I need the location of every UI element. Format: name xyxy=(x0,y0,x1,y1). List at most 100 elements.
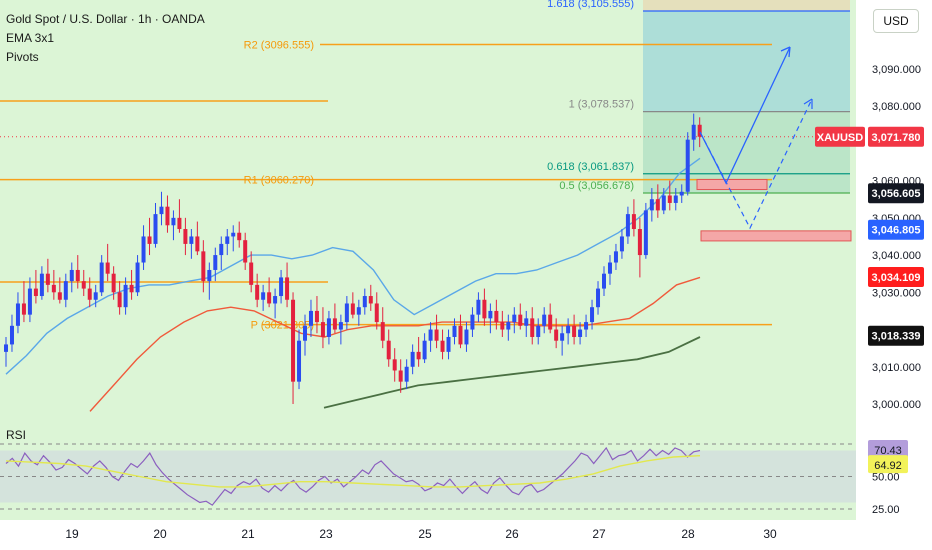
candle-body xyxy=(291,299,296,382)
candle-body xyxy=(320,322,325,337)
projection-path-dashed xyxy=(699,98,813,230)
candle-body xyxy=(303,325,307,341)
candle-body xyxy=(374,303,379,323)
candle-body xyxy=(590,307,595,323)
candle-body xyxy=(422,340,427,360)
candle-body xyxy=(524,318,529,326)
candle-body xyxy=(685,139,690,192)
price-scale-panel xyxy=(856,0,932,520)
chart-title: Gold Spot / U.S. Dollar · 1h · OANDA xyxy=(6,12,205,26)
price-label-text: 3,056.605 xyxy=(872,188,921,200)
candle-body xyxy=(201,251,206,282)
candle-body xyxy=(488,310,493,319)
x-tick-label: 21 xyxy=(241,527,255,541)
candle-body xyxy=(667,195,672,203)
candle-body xyxy=(344,303,349,323)
candle-body xyxy=(21,303,26,315)
candle-body xyxy=(673,195,678,203)
candle-body xyxy=(380,322,385,341)
ema-slow-line xyxy=(323,336,701,409)
time-scale-panel xyxy=(0,520,932,550)
candle-body xyxy=(57,292,62,300)
projection-arrowhead xyxy=(780,46,791,58)
rsi-ma-value-text: 64.92 xyxy=(874,460,902,472)
candle-body xyxy=(219,243,224,256)
candle-body xyxy=(584,322,589,330)
candle-body xyxy=(679,191,684,196)
y-tick-label: 3,010.000 xyxy=(872,362,921,374)
candle-body xyxy=(75,269,80,282)
candle-body xyxy=(470,314,475,330)
symbol-tag xyxy=(815,126,865,147)
candle-body xyxy=(560,333,565,341)
candle-body xyxy=(314,310,319,323)
zone-box xyxy=(700,230,852,242)
candle-body xyxy=(362,296,367,308)
candle-body xyxy=(625,214,630,237)
candle-body xyxy=(249,262,254,285)
candle-body xyxy=(237,232,242,241)
candle-body xyxy=(637,229,642,256)
currency-button[interactable]: USD xyxy=(873,9,919,33)
candle-body xyxy=(243,240,248,263)
candle-body xyxy=(512,314,517,323)
candle-body xyxy=(165,206,170,226)
price-label-tag xyxy=(868,219,924,240)
pivot-label: P (3021.305) xyxy=(251,320,314,332)
candle-body xyxy=(225,236,230,244)
candle-body xyxy=(69,269,74,282)
rsi-ma-line xyxy=(5,455,701,488)
candle-body xyxy=(159,206,164,215)
candle-body xyxy=(464,329,469,345)
y-tick-label: 3,000.000 xyxy=(872,399,921,411)
candle-body xyxy=(530,318,535,337)
candle-body xyxy=(105,262,110,274)
candle-body xyxy=(506,322,511,330)
candle-body xyxy=(297,340,302,382)
candle-body xyxy=(285,277,290,300)
candle-body xyxy=(458,325,463,345)
candle-body xyxy=(9,325,14,345)
candle-body xyxy=(39,273,44,297)
candle-body xyxy=(129,284,134,293)
candle-body xyxy=(45,273,50,285)
candle-body xyxy=(410,351,415,367)
candle-body xyxy=(386,340,391,360)
candle-body xyxy=(613,251,618,263)
price-label-text: 3,018.339 xyxy=(872,331,921,343)
candle-body xyxy=(183,229,188,244)
candle-body xyxy=(404,366,409,382)
rsi-ma-value-tag xyxy=(868,455,908,474)
candle-body xyxy=(93,292,98,300)
candle-body xyxy=(494,310,499,323)
candle-body xyxy=(356,307,361,315)
candle-body xyxy=(111,273,116,293)
ema-fast-line xyxy=(5,157,701,375)
candle-body xyxy=(578,329,583,337)
x-tick-label: 25 xyxy=(418,527,432,541)
candle-body xyxy=(189,236,194,244)
price-label-tag xyxy=(868,267,924,288)
candle-body xyxy=(554,329,559,341)
y-tick-label: 3,030.000 xyxy=(872,287,921,299)
candle-body xyxy=(649,199,654,211)
fib-zone-top xyxy=(643,0,850,11)
candle-body xyxy=(518,314,523,326)
candle-body xyxy=(63,281,68,300)
fib-label: 1 (3,078.537) xyxy=(569,99,634,111)
candle-body xyxy=(279,277,284,297)
indicator-ema: EMA 3x1 xyxy=(6,31,55,45)
candle-body xyxy=(452,325,457,337)
x-tick-label: 26 xyxy=(505,527,519,541)
candle-body xyxy=(195,236,200,252)
candle-body xyxy=(87,288,92,300)
candle-body xyxy=(141,236,146,263)
x-tick-label: 23 xyxy=(319,527,333,541)
candle-body xyxy=(231,232,236,237)
candle-body xyxy=(177,217,182,230)
candle-body xyxy=(326,318,331,337)
candle-body xyxy=(697,124,702,137)
candle-body xyxy=(440,340,445,352)
candle-body xyxy=(15,303,20,326)
